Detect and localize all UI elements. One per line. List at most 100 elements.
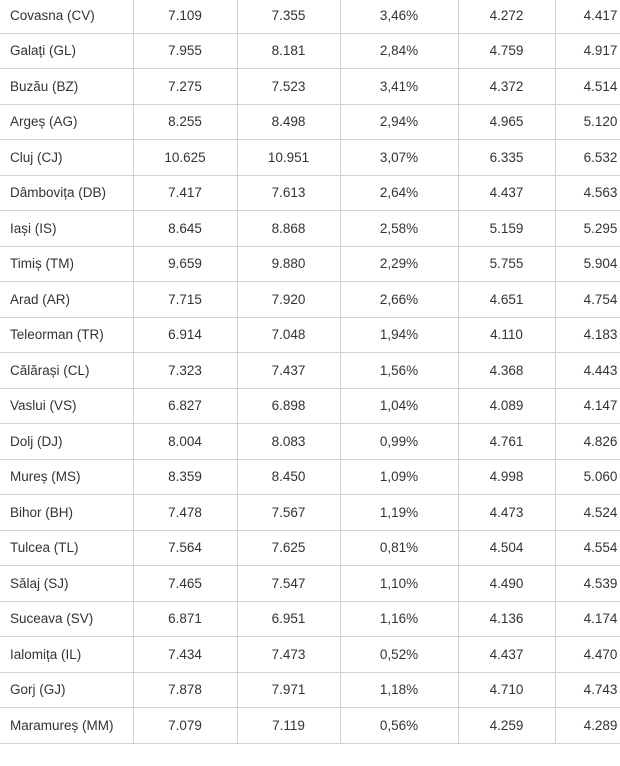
value-cell: 5.755: [457, 245, 556, 282]
value-cell: 4.998: [457, 458, 556, 495]
value-cell: 4.710: [457, 671, 556, 708]
value-cell: 6.532: [554, 139, 620, 176]
table-row: Gorj (GJ) 7.878 7.971 1,18% 4.710 4.743: [0, 671, 620, 708]
value-cell: 7.920: [236, 281, 341, 318]
table-row: Tulcea (TL) 7.564 7.625 0,81% 4.504 4.554: [0, 529, 620, 566]
value-cell: 7.048: [236, 316, 341, 353]
table-row: Dâmbovița (DB) 7.417 7.613 2,64% 4.437 4.563: [0, 174, 620, 211]
value-cell: 4.563: [554, 174, 620, 211]
value-cell: 4.272: [457, 0, 556, 34]
county-name-cell: Argeș (AG): [0, 103, 134, 140]
value-cell: 8.004: [132, 423, 238, 460]
table-row: Argeș (AG) 8.255 8.498 2,94% 4.965 5.120: [0, 103, 620, 140]
county-name-cell: Călărași (CL): [0, 352, 134, 389]
value-cell: 4.089: [457, 387, 556, 424]
table-row: Mureș (MS) 8.359 8.450 1,09% 4.998 5.060: [0, 458, 620, 495]
value-cell: 4.289: [554, 707, 620, 744]
table-row: Arad (AR) 7.715 7.920 2,66% 4.651 4.754: [0, 281, 620, 318]
county-name-cell: Arad (AR): [0, 281, 134, 318]
value-cell: 5.120: [554, 103, 620, 140]
value-cell: 4.183: [554, 316, 620, 353]
value-cell: 7.473: [236, 636, 341, 673]
county-name-cell: Gorj (GJ): [0, 671, 134, 708]
county-name-cell: Vaslui (VS): [0, 387, 134, 424]
value-cell: 10.625: [132, 139, 238, 176]
value-cell: 3,46%: [339, 0, 459, 34]
value-cell: 0,99%: [339, 423, 459, 460]
value-cell: 2,64%: [339, 174, 459, 211]
value-cell: 4.917: [554, 32, 620, 69]
county-name-cell: Ialomița (IL): [0, 636, 134, 673]
value-cell: 5.295: [554, 210, 620, 247]
value-cell: 7.478: [132, 494, 238, 531]
value-cell: 6.871: [132, 600, 238, 637]
value-cell: 4.490: [457, 565, 556, 602]
value-cell: 0,81%: [339, 529, 459, 566]
value-cell: 9.880: [236, 245, 341, 282]
value-cell: 4.147: [554, 387, 620, 424]
value-cell: 6.827: [132, 387, 238, 424]
value-cell: 10.951: [236, 139, 341, 176]
value-cell: 7.079: [132, 707, 238, 744]
county-name-cell: Buzău (BZ): [0, 68, 134, 105]
table-row: Covasna (CV) 7.109 7.355 3,46% 4.272 4.417: [0, 0, 620, 34]
value-cell: 4.417: [554, 0, 620, 34]
value-cell: 4.743: [554, 671, 620, 708]
county-name-cell: Galați (GL): [0, 32, 134, 69]
value-cell: 4.965: [457, 103, 556, 140]
value-cell: 1,18%: [339, 671, 459, 708]
value-cell: 2,29%: [339, 245, 459, 282]
value-cell: 9.659: [132, 245, 238, 282]
table-row: Sălaj (SJ) 7.465 7.547 1,10% 4.490 4.539: [0, 565, 620, 602]
value-cell: 4.554: [554, 529, 620, 566]
value-cell: 4.136: [457, 600, 556, 637]
value-cell: 4.110: [457, 316, 556, 353]
value-cell: 7.275: [132, 68, 238, 105]
value-cell: 2,94%: [339, 103, 459, 140]
county-name-cell: Dolj (DJ): [0, 423, 134, 460]
county-data-table: Covasna (CV) 7.109 7.355 3,46% 4.272 4.417 Gal…: [0, 0, 620, 744]
value-cell: 4.754: [554, 281, 620, 318]
value-cell: 7.567: [236, 494, 341, 531]
value-cell: 4.443: [554, 352, 620, 389]
value-cell: 8.645: [132, 210, 238, 247]
value-cell: 2,84%: [339, 32, 459, 69]
table-row: Maramureș (MM) 7.079 7.119 0,56% 4.259 4.289: [0, 707, 620, 744]
table-row: Bihor (BH) 7.478 7.567 1,19% 4.473 4.524: [0, 494, 620, 531]
value-cell: 2,58%: [339, 210, 459, 247]
value-cell: 7.547: [236, 565, 341, 602]
value-cell: 5.060: [554, 458, 620, 495]
value-cell: 4.473: [457, 494, 556, 531]
value-cell: 5.159: [457, 210, 556, 247]
value-cell: 8.450: [236, 458, 341, 495]
value-cell: 7.523: [236, 68, 341, 105]
value-cell: 1,09%: [339, 458, 459, 495]
value-cell: 5.904: [554, 245, 620, 282]
county-name-cell: Teleorman (TR): [0, 316, 134, 353]
value-cell: 7.564: [132, 529, 238, 566]
county-name-cell: Sălaj (SJ): [0, 565, 134, 602]
county-name-cell: Maramureș (MM): [0, 707, 134, 744]
value-cell: 7.109: [132, 0, 238, 34]
value-cell: 4.826: [554, 423, 620, 460]
value-cell: 4.437: [457, 636, 556, 673]
value-cell: 6.914: [132, 316, 238, 353]
table-row: Timiș (TM) 9.659 9.880 2,29% 5.755 5.904: [0, 245, 620, 282]
value-cell: 4.651: [457, 281, 556, 318]
value-cell: 7.434: [132, 636, 238, 673]
value-cell: 7.323: [132, 352, 238, 389]
table-row: Suceava (SV) 6.871 6.951 1,16% 4.136 4.174: [0, 600, 620, 637]
value-cell: 7.878: [132, 671, 238, 708]
value-cell: 7.625: [236, 529, 341, 566]
value-cell: 1,16%: [339, 600, 459, 637]
value-cell: 1,19%: [339, 494, 459, 531]
table-row: Buzău (BZ) 7.275 7.523 3,41% 4.372 4.514: [0, 68, 620, 105]
value-cell: 8.498: [236, 103, 341, 140]
value-cell: 4.368: [457, 352, 556, 389]
county-name-cell: Dâmbovița (DB): [0, 174, 134, 211]
value-cell: 4.259: [457, 707, 556, 744]
table-row: Cluj (CJ) 10.625 10.951 3,07% 6.335 6.532: [0, 139, 620, 176]
value-cell: 4.437: [457, 174, 556, 211]
value-cell: 8.181: [236, 32, 341, 69]
